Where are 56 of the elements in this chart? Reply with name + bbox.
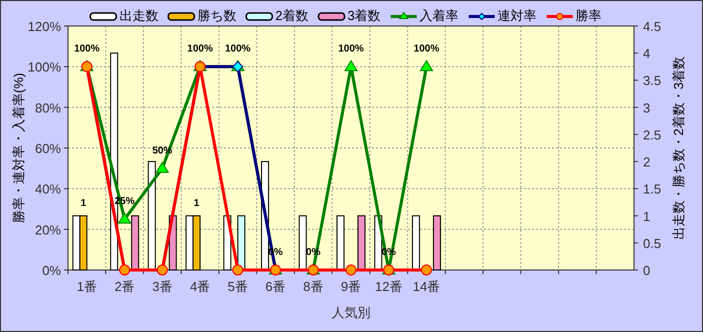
- point: [156, 162, 169, 173]
- y-tick-label: 120%: [28, 19, 62, 34]
- y2-tick-label: 3.5: [643, 73, 662, 88]
- y2-tick-label: 3: [643, 100, 650, 116]
- bar: [131, 215, 140, 270]
- bar: [336, 215, 344, 270]
- y2-tick-label: 4.5: [643, 19, 662, 34]
- legend-label: 勝ち数: [197, 8, 236, 23]
- x-tick-label: 12番: [375, 279, 402, 294]
- y2-tick-label: 4: [643, 46, 650, 62]
- bar: [148, 161, 156, 270]
- point: [118, 212, 132, 224]
- x-tick-label: 5番: [228, 279, 248, 294]
- point: [232, 264, 244, 276]
- data-label: 100%: [414, 44, 440, 55]
- y2-tick-label: 2.5: [643, 127, 662, 142]
- data-label: 100%: [187, 44, 213, 55]
- legend-label: 出走数: [119, 8, 158, 23]
- bar: [432, 215, 441, 270]
- y-tick-label: 0%: [42, 263, 62, 278]
- legend-label: 勝率: [576, 8, 602, 23]
- point: [344, 60, 358, 72]
- x-tick-label: 8番: [303, 279, 324, 294]
- data-label: 100%: [225, 44, 251, 55]
- x-tick-label: 3番: [152, 279, 172, 294]
- x-tick-label: 14番: [412, 279, 440, 294]
- y-tick-label: 80%: [34, 100, 62, 116]
- legend-label: 入着率: [420, 8, 459, 23]
- data-label: 100%: [338, 44, 364, 55]
- y-tick-label: 100%: [28, 60, 62, 75]
- y2-tick-label: 1: [643, 208, 650, 224]
- y-tick-label: 60%: [34, 141, 62, 156]
- x-axis-title: 人気別: [332, 305, 370, 320]
- x-tick-label: 1番: [76, 279, 97, 294]
- data-label: 1: [80, 198, 87, 209]
- x-tick-label: 6番: [265, 279, 286, 294]
- x-tick-label: 2番: [114, 279, 135, 294]
- y2-axis-title: 出走数・勝ち数・2着数・3着数: [671, 56, 686, 240]
- y-axis-title: 勝率・連対率・入着率(%): [11, 72, 26, 224]
- bar: [358, 215, 366, 270]
- legend-label: 2着数: [275, 8, 308, 23]
- y2-tick-label: 2: [643, 154, 650, 170]
- data-label: 100%: [74, 44, 100, 55]
- bar: [412, 215, 420, 270]
- y-tick-label: 40%: [34, 182, 62, 197]
- legend-label: 3着数: [348, 8, 381, 23]
- y2-tick-label: 0.5: [643, 236, 662, 251]
- point: [420, 60, 433, 72]
- bar: [298, 215, 307, 270]
- y2-tick-label: 0: [643, 263, 650, 278]
- x-tick-label: 9番: [340, 279, 362, 294]
- y2-tick-label: 1.5: [643, 182, 662, 197]
- legend-label: 連対率: [498, 8, 537, 23]
- y-tick-label: 20%: [34, 222, 62, 238]
- x-tick-label: 4番: [190, 279, 210, 294]
- data-label: 1: [194, 198, 200, 209]
